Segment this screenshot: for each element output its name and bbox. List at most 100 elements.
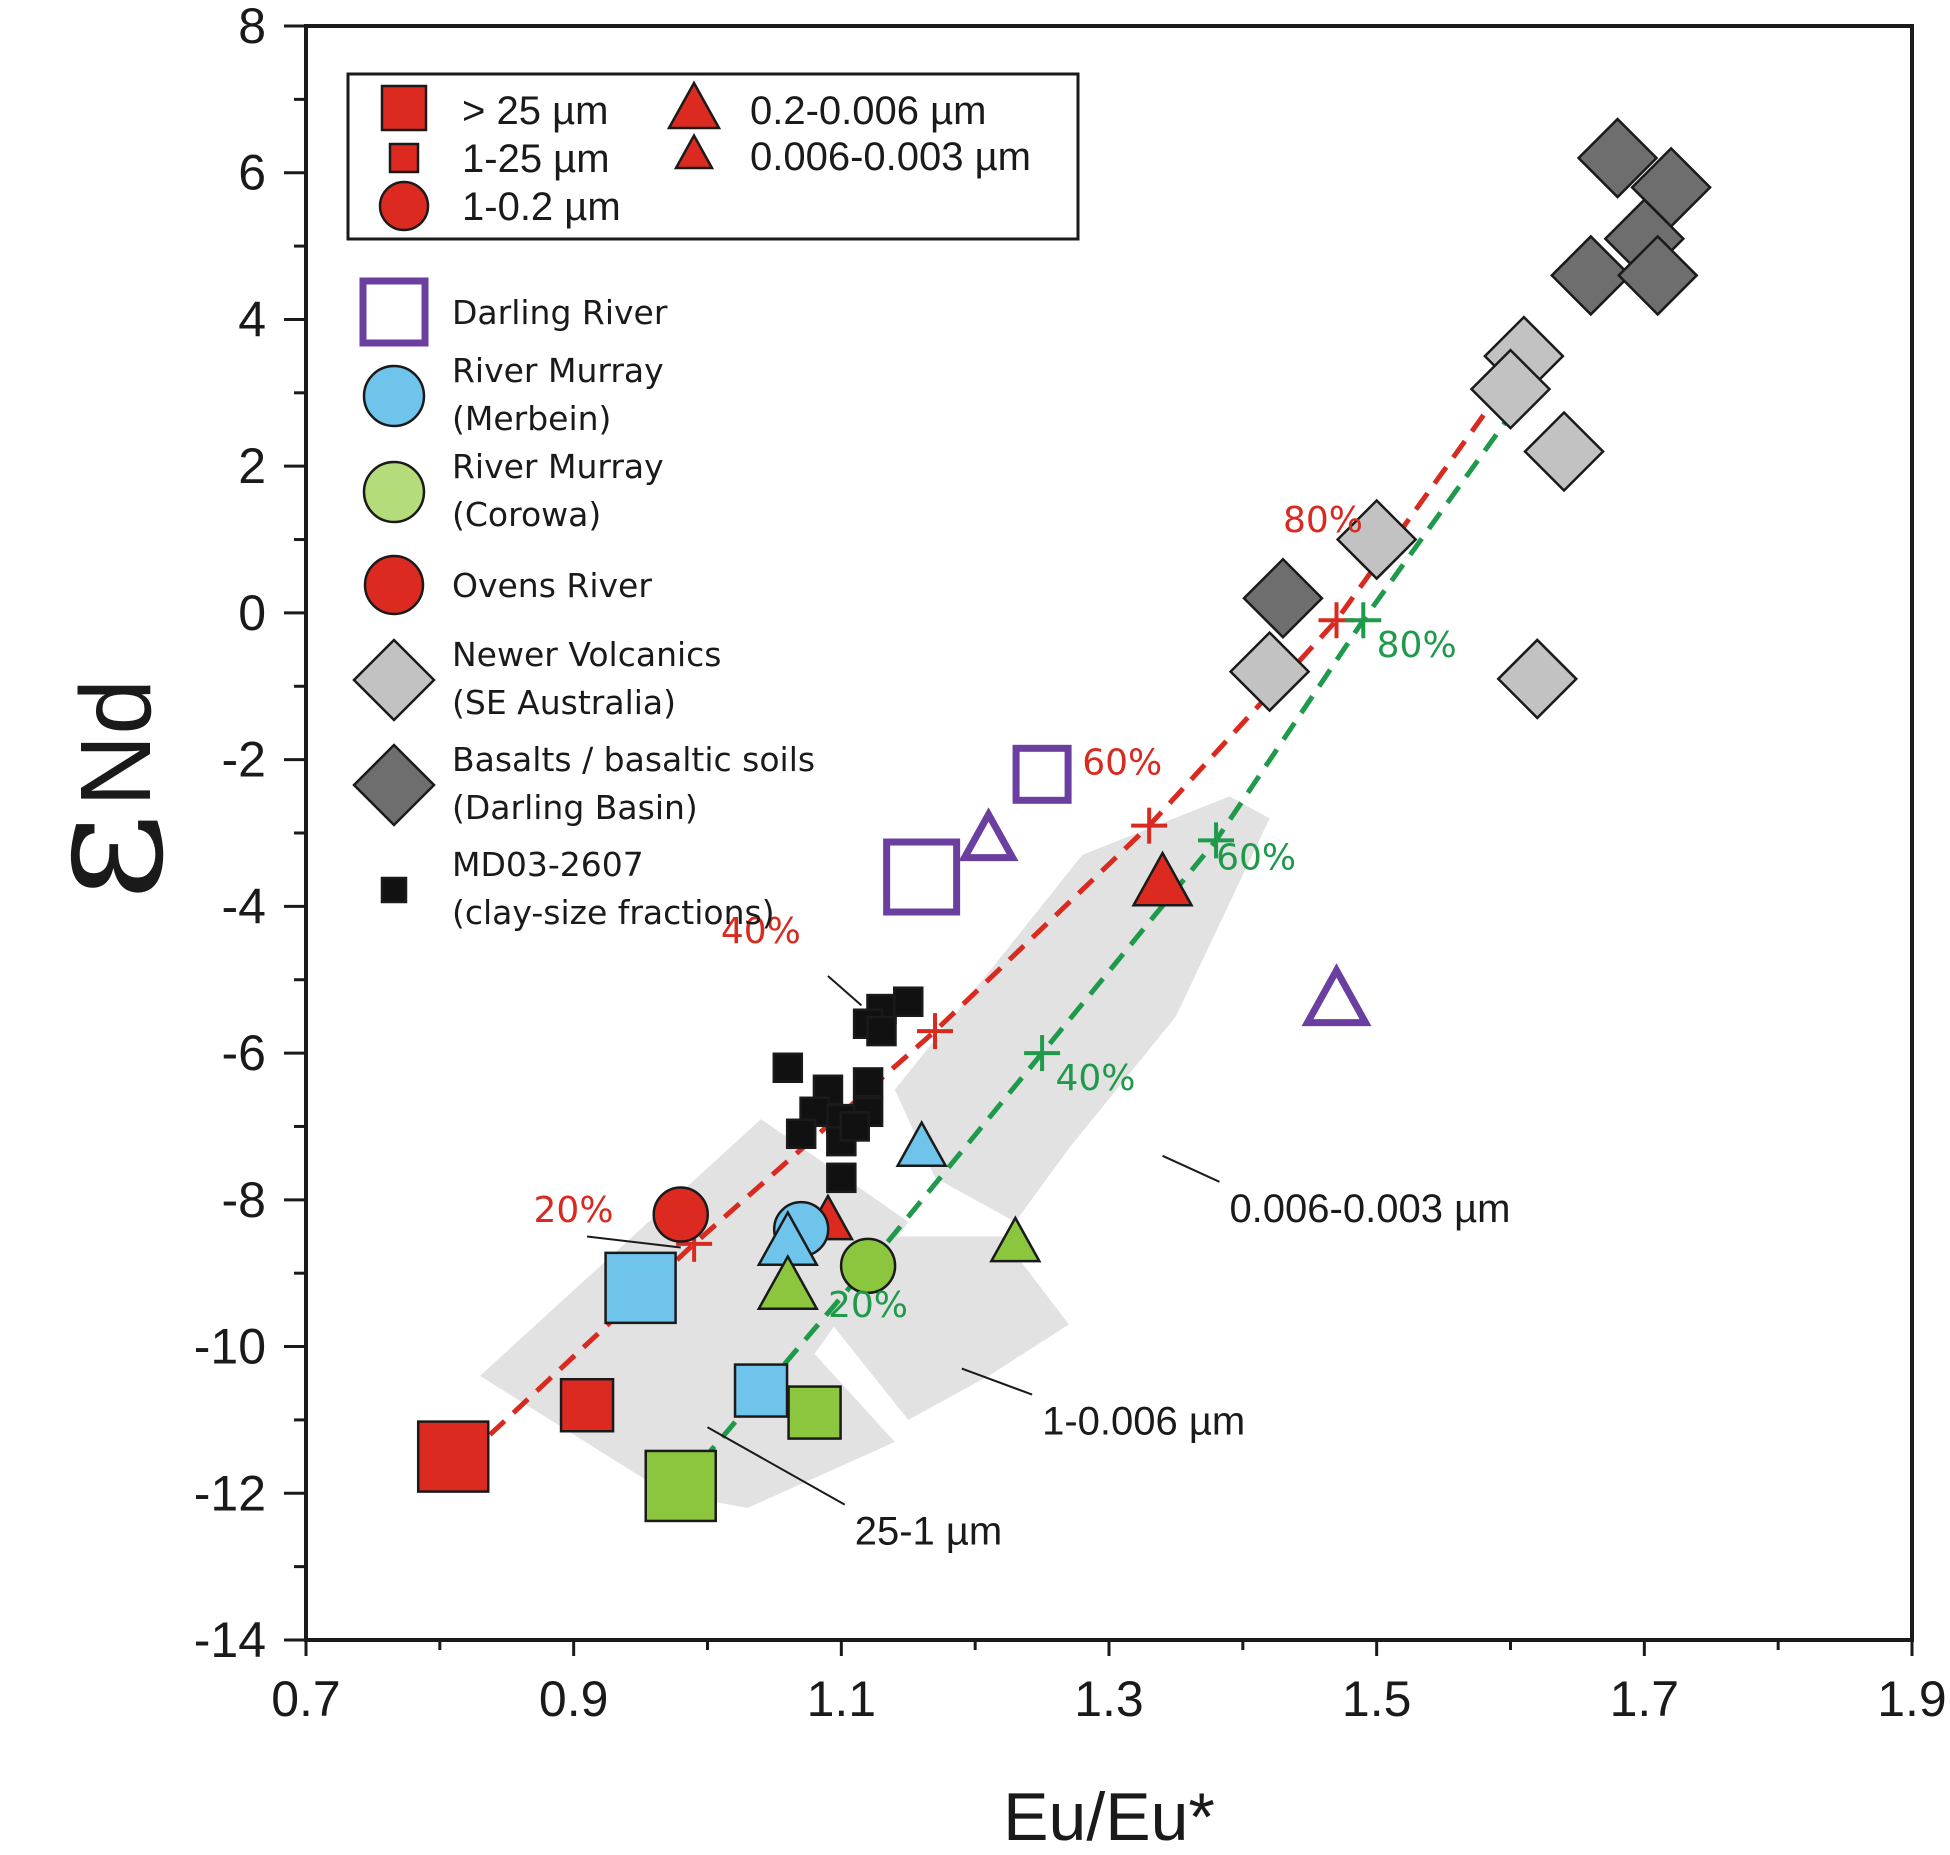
point-1-4 [1228, 630, 1311, 713]
size-legend-label: > 25 µm [462, 89, 608, 133]
percent-label: 40% [1055, 1058, 1135, 1099]
size-legend-label: 1-25 µm [462, 137, 610, 181]
y-tick-label: 6 [238, 145, 266, 201]
point-13-0 [733, 1363, 789, 1418]
point-1-1 [1469, 348, 1552, 430]
point-18-0 [787, 1385, 842, 1440]
source-legend-marker [359, 277, 429, 347]
y-tick-label: -10 [194, 1319, 266, 1375]
source-legend-label: Darling River [452, 293, 668, 332]
legend: > 25 µm1-25 µm1-0.2 µm 0.2-0.006 µm0.006-… [346, 72, 1080, 932]
point-2-3 [866, 1015, 897, 1047]
y-tick-label: -4 [222, 878, 266, 934]
point-12-0 [604, 1251, 677, 1325]
point-9-0 [652, 1186, 709, 1243]
annotations: 20% 40% 60% 80% 20% 40% 60% 80% 25-1 µm 1-0.006 µ… [534, 500, 1511, 1553]
y-tick-label: 0 [238, 585, 266, 641]
point-4-0 [1012, 744, 1072, 804]
percent-label: 20% [534, 1190, 614, 1231]
zone-leader [961, 1367, 1033, 1396]
zone-label: 25-1 µm [855, 1510, 1003, 1554]
source-legend-marker [362, 364, 426, 428]
point-0-5 [1242, 557, 1324, 640]
source-legend-label: (SE Australia) [452, 683, 676, 722]
point-16-0 [895, 1119, 948, 1167]
zone-leader [707, 1426, 846, 1506]
percent-label: 20% [828, 1285, 908, 1326]
source-legend-label: Newer Volcanics [452, 635, 722, 674]
point-0-0 [1576, 117, 1659, 199]
leader-20 [586, 1235, 681, 1249]
x-tick-label: 1.9 [1877, 1671, 1947, 1727]
percent-label: 60% [1216, 838, 1296, 879]
point-1-2 [1523, 410, 1605, 493]
size-legend-label: 0.006-0.003 µm [750, 135, 1031, 179]
point-8-0 [559, 1377, 615, 1433]
x-tick-label: 0.7 [271, 1671, 341, 1727]
point-3-0 [883, 838, 961, 916]
point-10-0 [1131, 850, 1194, 907]
point-2-6 [852, 1067, 884, 1098]
point-1-5 [1496, 638, 1579, 720]
source-legend-label: Basalts / basaltic soils [452, 740, 815, 779]
x-axis-title: Eu/Eu* [1003, 1779, 1215, 1855]
source-legend-marker [380, 876, 408, 904]
size-legend-label: 1-0.2 µm [462, 185, 621, 229]
source-legend-label: (Darling Basin) [452, 788, 698, 827]
axes: 0.7 0.9 1.1 1.3 1.5 1.7 1.9 -14 -12 -10 -8 -6 -4 -2 0 2… [3, 0, 1947, 1855]
percent-label: 80% [1283, 500, 1363, 541]
zone-label: 1-0.006 µm [1042, 1400, 1245, 1444]
point-0-3 [1550, 234, 1632, 317]
y-tick-label: 8 [238, 0, 266, 54]
point-5-0 [1301, 963, 1372, 1027]
y-tick-label: -14 [194, 1612, 266, 1668]
zone-leader [1162, 1154, 1220, 1183]
size-legend-marker [388, 142, 420, 174]
point-6-0 [958, 807, 1019, 862]
size-legend-marker [673, 132, 715, 170]
point-7-0 [416, 1420, 490, 1493]
source-legend-marker [363, 554, 425, 616]
point-0-4 [1616, 234, 1699, 317]
percent-label: 40% [721, 911, 801, 952]
point-2-10 [785, 1118, 817, 1150]
source-legend-marker [362, 460, 426, 524]
size-legend-label: 0.2-0.006 µm [750, 89, 987, 133]
point-20-0 [756, 1253, 819, 1310]
x-tick-label: 1.7 [1610, 1671, 1680, 1727]
point-2-1 [893, 986, 924, 1017]
source-legend-label: River Murray [452, 351, 664, 390]
point-2-4 [772, 1052, 804, 1084]
x-tick-label: 1.1 [807, 1671, 877, 1727]
source-legend-marker [352, 743, 436, 827]
y-axis-title-symbol: ε [3, 813, 201, 901]
point-2-12 [839, 1111, 870, 1142]
source-legend-label: (Merbein) [452, 399, 611, 438]
point-19-0 [839, 1237, 897, 1295]
size-legend-marker [380, 84, 428, 132]
y-tick-label: 2 [238, 438, 266, 494]
y-tick-label: -2 [222, 732, 266, 788]
percent-label: 60% [1082, 742, 1162, 783]
y-tick-label: 4 [238, 291, 266, 347]
point-2-13 [826, 1162, 857, 1194]
y-axis-title: εNd [3, 679, 201, 901]
y-tick-label: -8 [222, 1172, 266, 1228]
size-legend-marker [378, 180, 430, 232]
source-legend-label: (Corowa) [452, 495, 601, 534]
x-tick-label: 1.5 [1342, 1671, 1412, 1727]
size-legend-box [346, 72, 1080, 241]
size-legend-marker [666, 80, 722, 130]
source-legend-marker [352, 638, 436, 722]
mixing-curve-2 [678, 413, 1513, 1488]
data-points [416, 117, 1712, 1523]
source-legend-label: Ovens River [452, 566, 652, 605]
x-tick-label: 0.9 [539, 1671, 609, 1727]
source-legend-label: River Murray [452, 447, 664, 486]
point-17-0 [644, 1449, 717, 1523]
y-tick-label: -6 [222, 1025, 266, 1081]
zone-label: 0.006-0.003 µm [1229, 1187, 1510, 1231]
y-tick-label: -12 [194, 1465, 266, 1521]
leader-40 [827, 975, 863, 1007]
y-axis-title-subscript: Nd [60, 679, 172, 807]
